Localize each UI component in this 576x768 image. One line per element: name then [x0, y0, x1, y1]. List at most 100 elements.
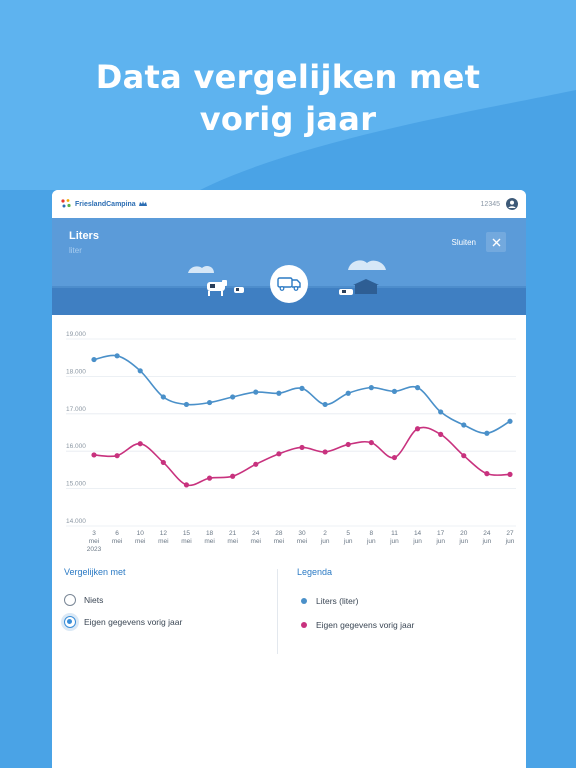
top-bar-right: 12345	[481, 198, 518, 210]
x-tick-label: jun	[435, 538, 445, 545]
x-tick-label: 21	[229, 530, 237, 537]
compare-section: Vergelijken met Niets Eigen gegevens vor…	[64, 567, 274, 633]
x-tick-label: jun	[412, 538, 422, 545]
data-point	[368, 385, 374, 391]
legend-title: Legenda	[297, 567, 333, 577]
data-point	[299, 385, 305, 391]
close-control[interactable]: Sluiten	[452, 232, 506, 252]
y-tick-label: 18.000	[66, 368, 86, 375]
x-tick-label: 6	[115, 530, 119, 537]
x-tick-label: jun	[366, 538, 376, 545]
data-point	[507, 471, 513, 477]
data-point	[391, 454, 398, 461]
legend-section: Legenda Liters (liter) Eigen gegevens vo…	[297, 567, 517, 637]
data-point	[368, 439, 374, 446]
x-tick-label: 24	[483, 530, 491, 537]
compare-option-label[interactable]: Niets	[84, 595, 104, 605]
x-tick-label: 2	[323, 530, 327, 537]
x-tick-label: mei	[112, 538, 122, 545]
data-point	[299, 444, 305, 451]
x-tick-label: 5	[346, 530, 350, 537]
x-tick-label: jun	[458, 538, 468, 545]
x-tick-label: 24	[252, 530, 260, 537]
brand-name: FrieslandCampina	[75, 200, 136, 208]
farm-scene-illustration	[52, 260, 526, 315]
data-point	[206, 399, 213, 406]
data-point	[322, 401, 328, 408]
data-point	[160, 394, 166, 400]
cow-right-illustration	[339, 279, 379, 295]
radio-niets[interactable]	[64, 594, 76, 606]
data-point	[137, 441, 143, 447]
close-label[interactable]: Sluiten	[451, 237, 476, 247]
data-point	[276, 451, 282, 457]
legend-label: Eigen gegevens vorig jaar	[316, 620, 415, 630]
series-line-1	[93, 426, 511, 487]
brand[interactable]: FrieslandCampina	[60, 198, 147, 210]
x-tick-label: mei	[135, 538, 145, 545]
x-tick-label: jun	[320, 538, 330, 545]
data-point	[414, 385, 421, 391]
x-tick-label: 14	[414, 530, 422, 537]
data-point	[91, 452, 97, 458]
x-tick-label: 17	[437, 530, 445, 537]
data-point	[206, 475, 213, 481]
x-tick-label: mei	[181, 538, 191, 545]
user-avatar-icon[interactable]	[506, 198, 518, 210]
radio-vorig-jaar[interactable]	[64, 616, 76, 628]
x-tick-label: jun	[343, 538, 353, 545]
legend-label: Liters (liter)	[316, 596, 359, 606]
data-point	[345, 390, 351, 396]
header-banner: Liters liter Sluiten	[52, 218, 526, 315]
headline-line-2: vorig jaar	[199, 100, 377, 138]
cow-left-illustration	[207, 280, 244, 296]
data-point	[91, 356, 97, 363]
compare-option-niets[interactable]: Niets	[64, 589, 274, 611]
x-tick-label: 15	[183, 530, 191, 537]
x-tick-label: 18	[206, 530, 214, 537]
y-tick-label: 17.000	[66, 406, 86, 413]
data-point	[160, 459, 166, 466]
x-tick-label: 2023	[87, 546, 102, 553]
frieslandcampina-logo-icon	[61, 199, 71, 208]
x-tick-label: 20	[460, 530, 468, 537]
x-tick-label: jun	[505, 538, 515, 545]
compare-option-label[interactable]: Eigen gegevens vorig jaar	[84, 617, 183, 627]
x-tick-label: mei	[227, 538, 237, 545]
section-divider	[277, 569, 278, 654]
x-tick-label: jun	[482, 538, 492, 545]
metric-unit: liter	[69, 246, 82, 255]
truck-badge	[270, 265, 308, 303]
data-point	[507, 418, 513, 424]
data-point	[461, 453, 467, 459]
data-point	[391, 388, 398, 394]
app-card: FrieslandCampina 12345	[52, 190, 526, 768]
compare-option-vorig-jaar[interactable]: Eigen gegevens vorig jaar	[64, 611, 274, 633]
data-point	[438, 431, 444, 437]
data-point	[438, 409, 444, 415]
y-tick-label: 14.000	[66, 518, 86, 525]
data-point	[276, 390, 282, 396]
data-point	[230, 473, 236, 479]
data-point	[114, 453, 120, 459]
headline-line-1: Data vergelijken met	[95, 58, 481, 96]
series-line-0	[93, 354, 511, 435]
close-button[interactable]	[486, 232, 506, 252]
data-point	[253, 461, 259, 467]
x-tick-label: 30	[298, 530, 306, 537]
headline: Data vergelijken met vorig jaar	[0, 56, 576, 140]
x-tick-label: mei	[251, 538, 261, 545]
legend-dot-previous	[301, 622, 307, 628]
y-tick-label: 16.000	[66, 443, 86, 450]
data-point	[414, 426, 421, 432]
x-tick-label: 12	[160, 530, 168, 537]
x-tick-label: mei	[274, 538, 284, 545]
data-point	[137, 368, 143, 374]
y-tick-label: 15.000	[66, 481, 86, 488]
x-tick-label: 11	[391, 530, 398, 537]
legend-item-current: Liters (liter)	[297, 589, 517, 613]
crown-icon	[138, 201, 147, 206]
data-point	[345, 441, 351, 448]
x-tick-label: 27	[506, 530, 514, 537]
